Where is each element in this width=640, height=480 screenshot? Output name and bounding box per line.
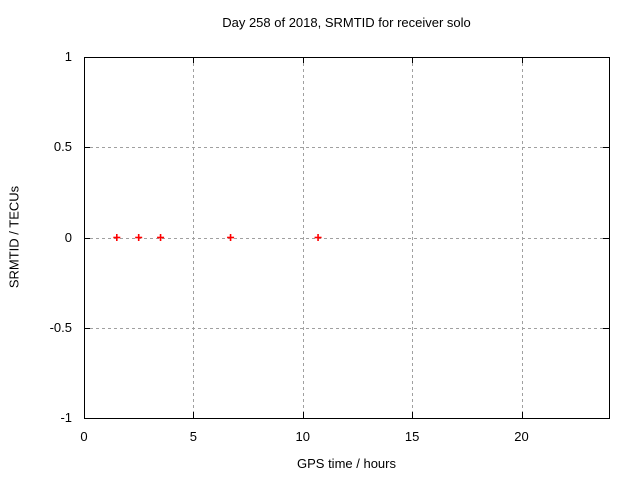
- data-point-marker: [227, 234, 235, 241]
- y-tick-label: -1: [60, 410, 72, 425]
- x-tick-label: 0: [80, 429, 88, 444]
- data-point-marker: [314, 234, 322, 241]
- data-point-marker: [157, 234, 165, 241]
- y-tick-label: 0.5: [53, 139, 72, 155]
- data-point-marker: [135, 234, 143, 241]
- data-point-marker: [113, 234, 121, 241]
- x-axis-title: GPS time / hours: [297, 456, 396, 471]
- x-tick-label: 20: [514, 429, 529, 444]
- chart-title: Day 258 of 2018, SRMTID for receiver sol…: [222, 15, 471, 30]
- y-tick-label: 0: [64, 229, 72, 245]
- plot-border: [84, 57, 610, 419]
- y-tick-label: 1: [64, 49, 72, 64]
- x-tick-label: 10: [295, 429, 310, 444]
- y-tick-label: -0.5: [49, 319, 72, 335]
- x-tick-label: 15: [404, 429, 420, 444]
- x-tick-label: 5: [189, 429, 197, 444]
